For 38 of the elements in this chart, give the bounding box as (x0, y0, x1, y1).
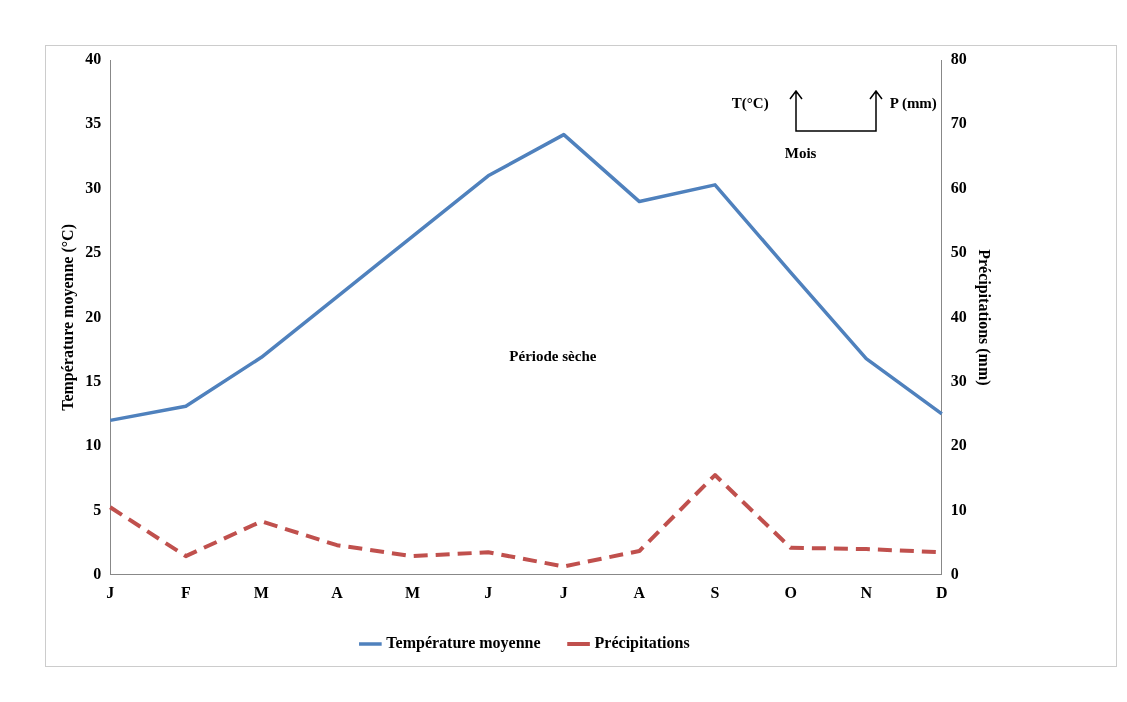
y-tick-label: 10 (85, 436, 102, 454)
legend-label: Précipitations (594, 634, 690, 653)
y-tick-label: 20 (85, 307, 102, 325)
y-tick-label: 0 (93, 564, 102, 582)
y-tick-label: 25 (85, 243, 102, 261)
y-tick-label: 15 (85, 371, 102, 389)
x-tick-label: O (784, 583, 797, 601)
y2-tick-label: 0 (950, 564, 959, 582)
x-tick-label: A (633, 583, 646, 601)
annotation: T(°C) (731, 95, 769, 112)
y2-tick-label: 70 (950, 114, 967, 132)
annotation: P (mm) (889, 95, 937, 112)
legend-label: Température moyenne (386, 634, 541, 653)
y2-tick-label: 50 (950, 243, 967, 261)
y2-tick-label: 40 (950, 307, 967, 325)
x-tick-label: N (860, 583, 873, 601)
y2-axis-title: Précipitations (mm) (975, 249, 994, 386)
annotation: Mois (784, 145, 817, 162)
y2-tick-label: 30 (950, 371, 967, 389)
x-tick-label: M (405, 583, 421, 601)
y-axis-title: Température moyenne (°C) (58, 223, 77, 411)
annotation: Période sèche (509, 348, 597, 366)
y2-tick-label: 60 (950, 178, 967, 196)
x-tick-label: S (710, 583, 720, 601)
y2-tick-label: 80 (950, 50, 967, 68)
x-tick-label: A (331, 583, 344, 601)
x-tick-label: J (484, 583, 493, 601)
y-tick-label: 30 (85, 178, 102, 196)
x-tick-label: F (180, 583, 191, 601)
x-tick-label: J (559, 583, 568, 601)
x-tick-label: M (253, 583, 269, 601)
x-tick-label: D (936, 583, 948, 601)
y2-tick-label: 10 (950, 500, 967, 518)
y2-tick-label: 20 (950, 436, 967, 454)
y-tick-label: 35 (85, 114, 102, 132)
y-tick-label: 40 (85, 50, 102, 68)
x-tick-label: J (106, 583, 115, 601)
y-tick-label: 5 (93, 500, 102, 518)
